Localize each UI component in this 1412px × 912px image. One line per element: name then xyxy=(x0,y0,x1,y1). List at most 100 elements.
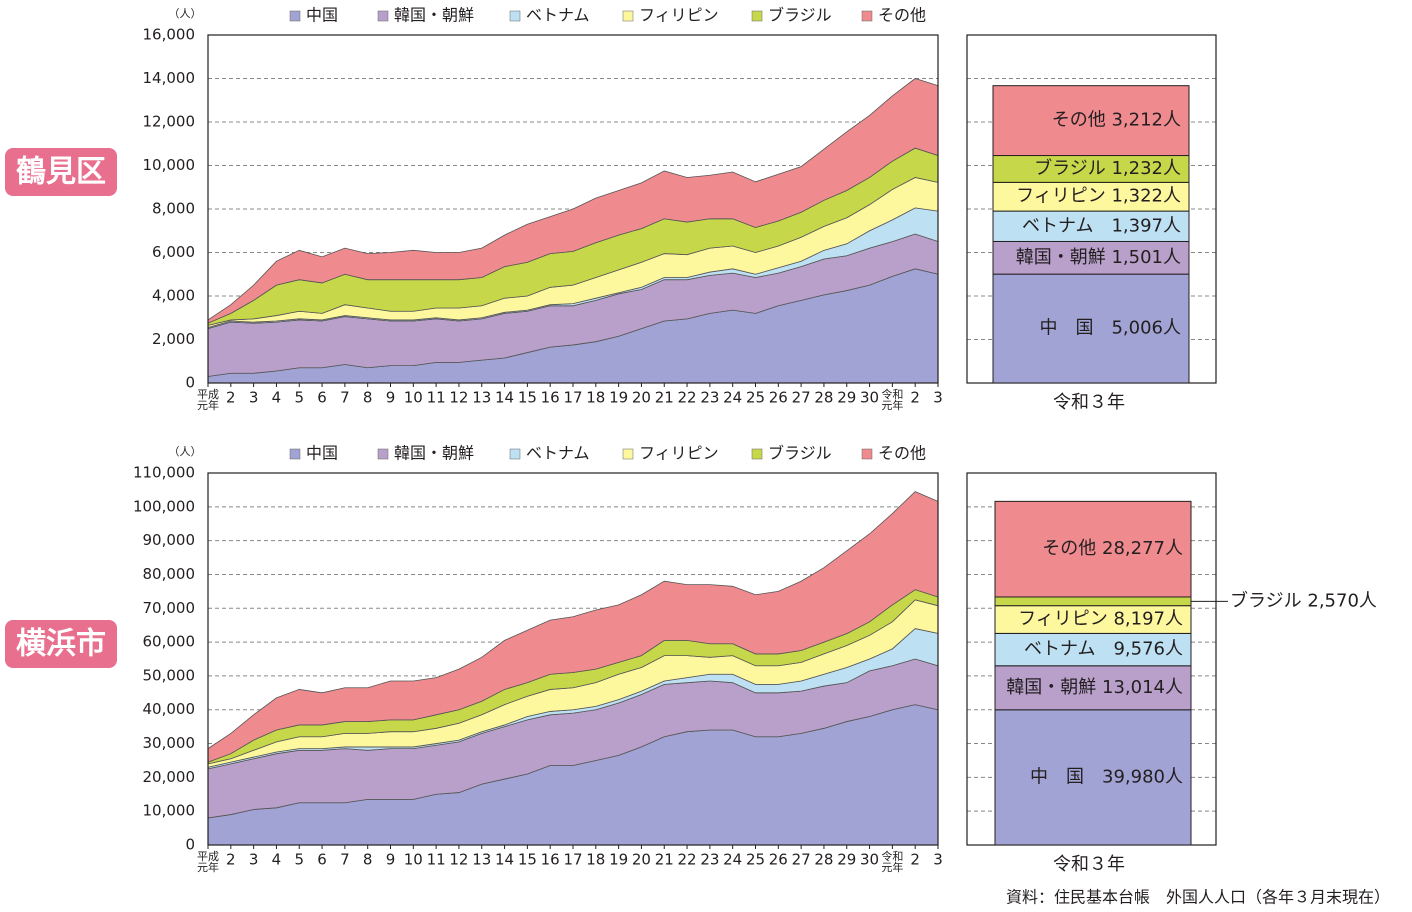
y-tick-label: 50,000 xyxy=(143,666,196,684)
unit-label: （人） xyxy=(169,7,202,20)
legend-swatch xyxy=(622,10,634,22)
y-tick-label: 10,000 xyxy=(143,156,196,174)
bar-value-label: フィリピン 8,197人 xyxy=(1018,609,1183,630)
bar-category: 令和３年 xyxy=(1053,854,1125,875)
y-tick-label: 60,000 xyxy=(143,633,196,651)
x-tick-label: 19 xyxy=(609,851,628,869)
x-tick-label: 12 xyxy=(449,851,468,869)
bar-value-label: フィリピン 1,322人 xyxy=(1016,186,1181,207)
x-tick-label: 4 xyxy=(272,851,282,869)
y-tick-label: 2,000 xyxy=(152,330,195,348)
x-tick-label: 6 xyxy=(317,389,327,407)
bar-value-label: ブラジル 1,232人 xyxy=(1034,157,1181,179)
legend-swatch xyxy=(751,10,763,22)
legend-label: ベトナム xyxy=(526,444,590,463)
legend-swatch xyxy=(289,10,301,22)
region-label: 鶴見区 xyxy=(16,155,106,190)
region-badge xyxy=(5,148,117,196)
legend-label: ブラジル xyxy=(768,444,832,463)
legend-label: その他 xyxy=(878,444,926,463)
x-tick-label: 30 xyxy=(860,389,879,407)
x-tick-label: 令和元年 xyxy=(881,849,903,874)
x-tick-label: 25 xyxy=(746,389,765,407)
bar-value-label: ブラジル 2,570人 xyxy=(1230,589,1377,611)
x-tick-label: 平成元年 xyxy=(197,388,219,412)
bar-segment xyxy=(992,210,1190,242)
legend-label: ブラジル xyxy=(768,6,832,25)
legend-label: 中国 xyxy=(306,6,338,25)
x-tick-label: 平成元年 xyxy=(197,850,219,874)
x-tick-label: 17 xyxy=(563,851,582,869)
y-tick-label: 10,000 xyxy=(143,802,196,820)
y-tick-label: 12,000 xyxy=(143,113,196,131)
x-tick-label: 2 xyxy=(226,389,236,407)
x-tick-label: 22 xyxy=(678,389,697,407)
legend-swatch xyxy=(509,448,521,460)
x-tick-label: 25 xyxy=(746,851,765,869)
x-tick-label: 令和元年 xyxy=(881,387,903,412)
x-tick-label: 12 xyxy=(449,389,468,407)
x-tick-label: 21 xyxy=(655,389,674,407)
bar-segment xyxy=(994,632,1192,667)
legend-swatch xyxy=(289,448,301,460)
x-tick-label: 27 xyxy=(792,851,811,869)
y-tick-label: 0 xyxy=(185,374,195,392)
x-tick-label: 15 xyxy=(518,851,537,869)
x-tick-label: 22 xyxy=(678,851,697,869)
bar-value-label: 中 国 5,006人 xyxy=(1039,318,1181,339)
legend-label: フィリピン xyxy=(639,444,719,463)
source: 資料：住民基本台帳 外国人人口（各年３月末現在） xyxy=(1006,888,1390,907)
region-badge xyxy=(5,620,117,668)
x-tick-label: 30 xyxy=(860,851,879,869)
bar-value-label: 韓国・朝鮮 1,501人 xyxy=(1016,247,1181,268)
legend-swatch xyxy=(861,448,873,460)
y-tick-label: 100,000 xyxy=(133,497,195,515)
x-tick-label: 13 xyxy=(472,851,491,869)
x-tick-label: 3 xyxy=(249,851,259,869)
x-tick-label: 26 xyxy=(769,851,788,869)
y-tick-label: 8,000 xyxy=(152,200,195,218)
y-tick-label: 4,000 xyxy=(152,287,195,305)
x-tick-label: 15 xyxy=(518,389,537,407)
y-tick-label: 70,000 xyxy=(143,599,196,617)
bar-category: 令和３年 xyxy=(1053,392,1125,413)
bar-segment xyxy=(992,85,1190,157)
x-tick-label: 29 xyxy=(837,851,856,869)
x-tick-label: 14 xyxy=(495,851,514,869)
x-tick-label: 4 xyxy=(272,389,282,407)
x-tick-label: 10 xyxy=(404,389,423,407)
x-tick-label: 16 xyxy=(541,389,560,407)
x-tick-label: 21 xyxy=(655,851,674,869)
x-tick-label: 26 xyxy=(769,389,788,407)
legend-label: 韓国・朝鮮 xyxy=(394,6,474,25)
y-tick-label: 16,000 xyxy=(143,26,196,44)
x-tick-label: 3 xyxy=(249,389,259,407)
y-tick-label: 20,000 xyxy=(143,768,196,786)
x-tick-label: 16 xyxy=(541,851,560,869)
x-tick-label: 2 xyxy=(910,851,920,869)
x-tick-label: 6 xyxy=(317,851,327,869)
bar-segment xyxy=(994,709,1192,846)
bar-value-label: 中 国 39,980人 xyxy=(1030,766,1183,787)
x-tick-label: 2 xyxy=(910,389,920,407)
bar-segment xyxy=(992,181,1190,212)
y-tick-label: 40,000 xyxy=(143,700,196,718)
x-tick-label: 11 xyxy=(427,851,446,869)
legend-label: 中国 xyxy=(306,444,338,463)
x-tick-label: 19 xyxy=(609,389,628,407)
x-tick-label: 14 xyxy=(495,389,514,407)
bar-segment xyxy=(992,155,1190,183)
x-tick-label: 9 xyxy=(386,389,396,407)
x-tick-label: 5 xyxy=(294,851,304,869)
y-tick-label: 30,000 xyxy=(143,734,196,752)
x-tick-label: 23 xyxy=(700,851,719,869)
x-tick-label: 8 xyxy=(363,851,373,869)
x-tick-label: 9 xyxy=(386,851,396,869)
x-tick-label: 7 xyxy=(340,851,350,869)
x-tick-label: 3 xyxy=(933,389,943,407)
y-tick-label: 90,000 xyxy=(143,531,196,549)
x-tick-label: 8 xyxy=(363,389,373,407)
legend-label: ベトナム xyxy=(526,6,590,25)
legend-swatch xyxy=(377,10,389,22)
bar-segment xyxy=(994,605,1192,634)
